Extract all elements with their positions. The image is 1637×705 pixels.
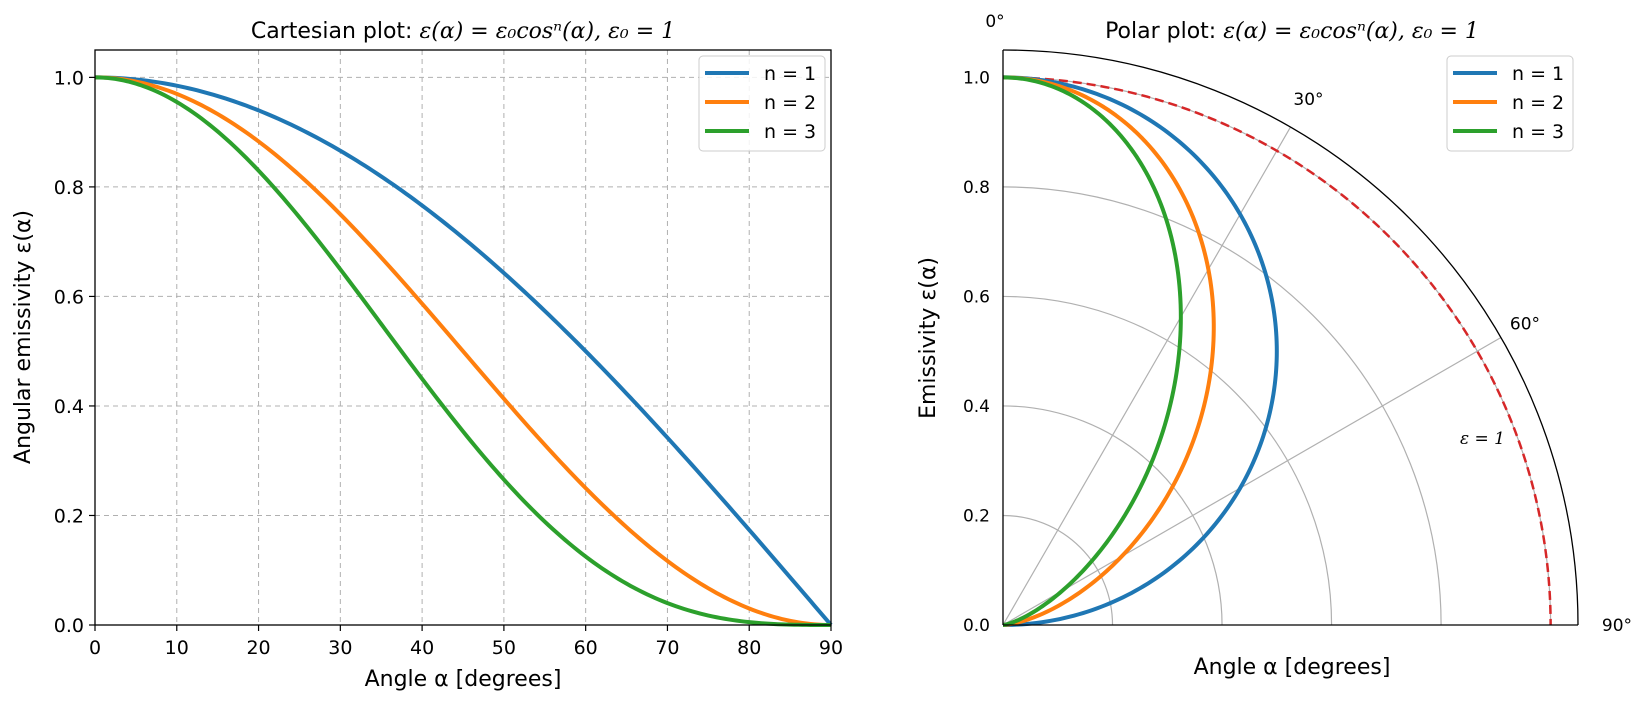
polar-angle-tick-label: 90°	[1602, 616, 1632, 636]
cartesian-xtick-label: 50	[492, 637, 516, 659]
polar-title: Polar plot: ε(α) = ε₀cosⁿ(α), ε₀ = 1	[1105, 19, 1479, 44]
cartesian-ytick-label: 0.8	[54, 177, 84, 199]
cartesian-series-n1	[94, 75, 833, 627]
cartesian-plot: Cartesian plot: ε(α) = ε₀cosⁿ(α), ε₀ = 1…	[11, 19, 843, 692]
cartesian-xtick-label: 0	[89, 637, 101, 659]
polar-legend-label-n3: n = 3	[1512, 121, 1564, 143]
polar-rtick-label: 0.6	[963, 287, 990, 307]
cartesian-ytick-label: 0.2	[54, 505, 84, 527]
cartesian-lines	[94, 75, 833, 627]
cartesian-ytick-label: 0.0	[54, 615, 84, 637]
polar-rtick-label: 0.8	[963, 178, 990, 198]
cartesian-ytick-label: 0.6	[54, 286, 84, 308]
cartesian-legend-box	[698, 55, 826, 152]
cartesian-xtick-label: 80	[737, 637, 761, 659]
polar-series-n3	[1001, 75, 1183, 627]
cartesian-series-n3	[94, 75, 831, 627]
cartesian-xtick-label: 10	[165, 637, 189, 659]
polar-plot: Polar plot: ε(α) = ε₀cosⁿ(α), ε₀ = 1 0.0…	[916, 12, 1632, 680]
cartesian-title: Cartesian plot: ε(α) = ε₀cosⁿ(α), ε₀ = 1	[251, 19, 675, 44]
cartesian-xlabel: Angle α [degrees]	[365, 667, 562, 692]
polar-annotation: ε = 1	[1460, 429, 1505, 449]
polar-rtick-label: 0.2	[963, 506, 990, 526]
cartesian-xtick-label: 70	[655, 637, 679, 659]
polar-radial-grid-arc	[1002, 295, 1333, 626]
cartesian-xtick-label: 20	[246, 637, 270, 659]
polar-rtick-label: 0.0	[963, 616, 990, 636]
cartesian-legend: n = 1 n = 2 n = 3	[698, 55, 826, 152]
cartesian-xtick-label: 30	[328, 637, 352, 659]
polar-reference-arc	[1002, 76, 1552, 626]
polar-ticks: 0.0 0.2 0.4 0.6 0.8 1.0 0° 30° 60° 90°	[963, 12, 1632, 636]
polar-angle-tick-label: 30°	[1293, 90, 1323, 110]
cartesian-ytick-label: 0.4	[54, 396, 84, 418]
polar-rtick-label: 1.0	[963, 68, 990, 88]
polar-xlabel: Angle α [degrees]	[1194, 655, 1391, 680]
polar-radial-grid-arc	[1002, 186, 1442, 626]
polar-lines	[1001, 75, 1552, 627]
cartesian-ytick-label: 1.0	[54, 67, 84, 89]
cartesian-series-n2	[94, 75, 832, 627]
legend-label-n2: n = 2	[764, 92, 816, 114]
cartesian-ticks: 0 10 20 30 40 50 60 70 80 90 0.0 0.2 0.4 0.6 0.8 1.0	[54, 67, 843, 659]
legend-label-n1: n = 1	[764, 63, 816, 85]
cartesian-xtick-label: 60	[574, 637, 598, 659]
polar-legend-box	[1446, 55, 1574, 152]
polar-series-n1	[1002, 75, 1279, 627]
cartesian-xtick-label: 90	[819, 637, 843, 659]
polar-radial-grid-arc	[1002, 405, 1223, 626]
cartesian-ylabel: Angular emissivity ε(α)	[11, 210, 36, 464]
polar-outer-arc	[1002, 49, 1579, 626]
polar-angle-grid-line	[1002, 336, 1502, 626]
cartesian-axes-frame	[94, 49, 832, 626]
polar-angle-tick-label: 0°	[985, 12, 1004, 32]
polar-series-n2	[1001, 75, 1216, 627]
legend-label-n3: n = 3	[764, 121, 816, 143]
polar-legend-label-n2: n = 2	[1512, 92, 1564, 114]
polar-angle-grid-line	[1002, 126, 1292, 626]
polar-legend-label-n1: n = 1	[1512, 63, 1564, 85]
polar-ylabel: Emissivity ε(α)	[916, 257, 941, 419]
polar-legend: n = 1 n = 2 n = 3	[1446, 55, 1574, 152]
cartesian-xtick-label: 40	[410, 637, 434, 659]
polar-angle-tick-label: 60°	[1510, 315, 1540, 335]
polar-rtick-label: 0.4	[963, 397, 990, 417]
polar-frame	[1002, 49, 1579, 626]
